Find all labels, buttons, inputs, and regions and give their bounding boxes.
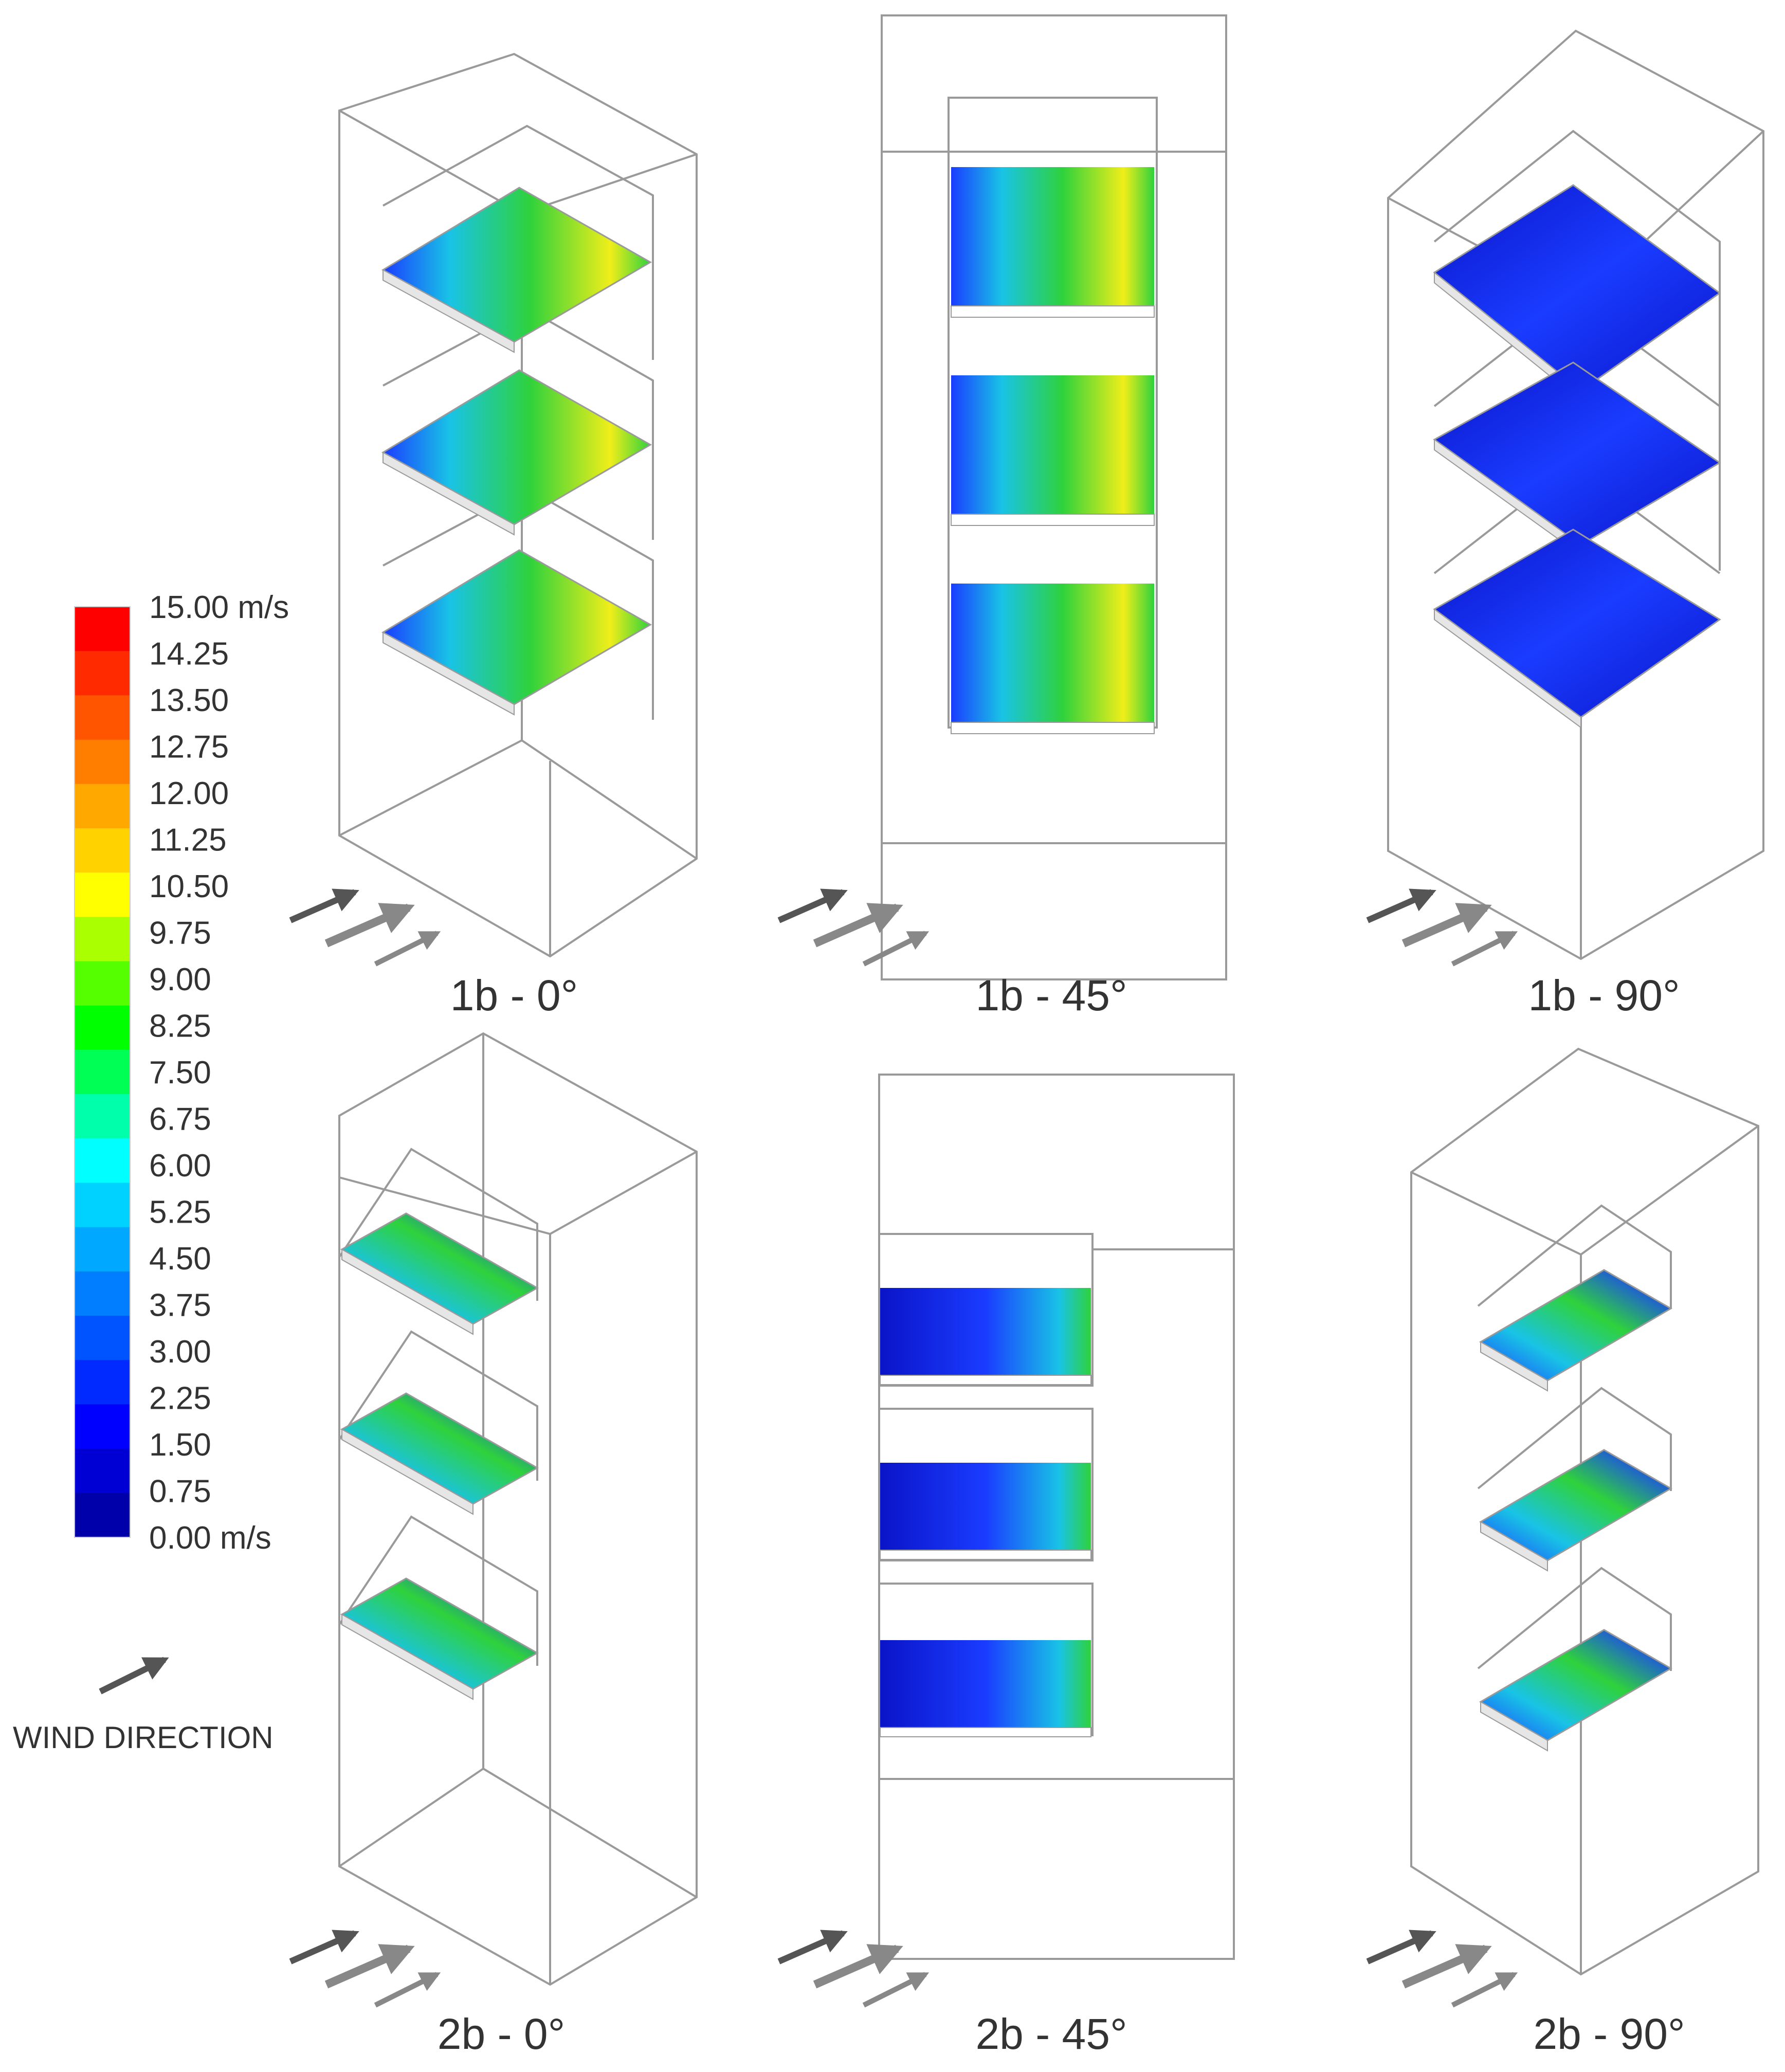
legend-swatch	[75, 784, 130, 829]
panel-caption: 2b - 90°	[1533, 2010, 1685, 2058]
legend-tick-label: 5.25	[149, 1195, 211, 1230]
wind-arrows	[1366, 888, 1518, 967]
legend-tick-label: 14.25	[149, 637, 229, 672]
legend-swatch	[75, 739, 130, 785]
legend-tick-label: 9.00	[149, 962, 211, 997]
floor-section-2	[880, 1463, 1091, 1560]
legend-tick-label: 4.50	[149, 1241, 211, 1277]
panel-caption: 2b - 0°	[438, 2010, 565, 2058]
legend-swatch	[75, 1005, 130, 1050]
legend-tick-label: 3.00	[149, 1334, 211, 1370]
floor-slab-1	[381, 187, 652, 353]
legend-tick-label: 12.75	[149, 730, 229, 765]
legend-swatch	[75, 873, 130, 917]
legend-tick-label: 6.00	[149, 1148, 211, 1184]
building-outline	[338, 1032, 698, 1986]
panel-1b-45: 1b - 45°	[777, 14, 1227, 1020]
legend-swatch	[75, 961, 130, 1006]
arrow-northeast-icon	[99, 1657, 169, 1695]
floor-slab-1	[340, 1212, 539, 1335]
floor-slab-2	[1433, 361, 1721, 556]
legend-frame	[74, 606, 131, 1538]
legend-swatch	[75, 1049, 130, 1095]
panel-caption: 1b - 45°	[975, 971, 1127, 1020]
legend-tick-label: 0.75	[149, 1474, 211, 1510]
legend-swatch	[75, 1448, 130, 1494]
panel-1b-0: 1b - 0°	[289, 52, 698, 1020]
wind-arrows	[289, 1930, 441, 2008]
legend-swatch	[75, 1183, 130, 1228]
legend-tick-label: 6.75	[149, 1102, 211, 1137]
legend-color-bar	[74, 606, 131, 1538]
floor-section-3	[880, 1640, 1091, 1737]
building-outline	[1410, 1047, 1759, 1976]
legend-tick-label: 15.00 m/s	[149, 590, 289, 625]
floor-slab-3	[1433, 529, 1721, 729]
floor-slab-2	[1479, 1449, 1672, 1572]
legend-swatch	[75, 917, 130, 962]
floor-slab-2	[340, 1392, 539, 1515]
panel-caption: 1b - 90°	[1528, 971, 1680, 1020]
legend-swatch	[75, 1138, 130, 1184]
legend-swatch	[75, 828, 130, 873]
legend-tick-label: 0.00 m/s	[149, 1520, 271, 1556]
wind-direction-label: WIND DIRECTION	[13, 1720, 274, 1755]
legend-swatch	[75, 695, 130, 740]
legend-tick-label: 9.75	[149, 916, 211, 951]
floor-section-2	[951, 375, 1155, 526]
legend-tick-label: 3.75	[149, 1288, 211, 1323]
floor-section-1	[951, 167, 1155, 318]
panel-1b-90: 1b - 90°	[1366, 29, 1764, 1020]
legend-swatch	[75, 1316, 130, 1360]
panel-caption: 2b - 45°	[975, 2010, 1127, 2058]
legend-swatch	[75, 1404, 130, 1449]
legend-tick-label: 12.00	[149, 776, 229, 811]
legend-tick-label: 13.50	[149, 683, 229, 718]
floor-section-1	[880, 1288, 1091, 1385]
legend-swatch	[75, 1094, 130, 1139]
wind-arrows	[1366, 1930, 1518, 2008]
legend-tick-label: 10.50	[149, 869, 229, 904]
panel-caption: 1b - 0°	[450, 971, 578, 1020]
legend-swatch	[75, 651, 130, 696]
color-legend: 15.00 m/s 14.25 13.50 12.75 12.00 11.25 10.50 9…	[13, 590, 289, 1755]
floor-slab-3	[381, 549, 652, 716]
panel-2b-90: 2b - 90°	[1366, 1047, 1759, 2058]
floor-slab-3	[340, 1577, 539, 1700]
legend-swatch	[75, 1227, 130, 1272]
floor-slab-3	[1479, 1629, 1672, 1752]
legend-tick-label: 11.25	[149, 823, 227, 858]
panel-2b-45: 2b - 45°	[777, 1074, 1235, 2058]
legend-tick-label: 2.25	[149, 1381, 211, 1416]
wind-arrows	[777, 1930, 930, 2008]
wind-direction-key: WIND DIRECTION	[13, 1657, 274, 1755]
legend-swatch	[75, 1360, 130, 1405]
wind-arrows	[289, 888, 441, 967]
legend-swatch	[75, 1493, 130, 1538]
legend-tick-label: 8.25	[149, 1009, 211, 1044]
legend-swatch	[75, 607, 130, 651]
panel-2b-0: 2b - 0°	[289, 1032, 698, 2058]
floor-section-3	[951, 584, 1155, 734]
legend-tick-label: 1.50	[149, 1427, 211, 1463]
wind-arrows	[777, 888, 930, 967]
floor-slab-2	[381, 369, 652, 536]
legend-labels: 15.00 m/s 14.25 13.50 12.75 12.00 11.25 10.50 9…	[149, 590, 289, 1556]
legend-tick-label: 7.50	[149, 1055, 211, 1090]
legend-swatch	[75, 1271, 130, 1316]
floor-slab-1	[1479, 1269, 1672, 1392]
